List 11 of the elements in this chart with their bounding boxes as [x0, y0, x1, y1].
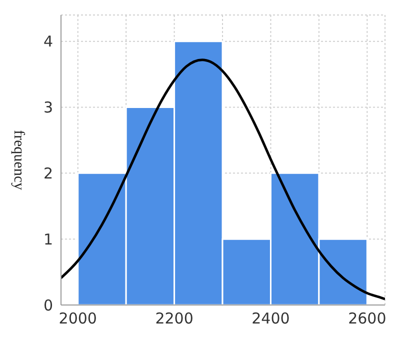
y-tick-label: 4 [43, 32, 53, 51]
y-tick-label: 3 [43, 98, 53, 117]
y-tick-label: 1 [43, 230, 53, 248]
x-tick-label: 2200 [155, 310, 194, 328]
x-tick-label: 2400 [252, 310, 290, 328]
line-series [61, 58, 385, 300]
x-tick-label: 2600 [348, 310, 386, 328]
x-tick-label: 2000 [58, 310, 97, 328]
y-tick-label: 2 [43, 164, 53, 183]
y-axis-title: frequency [10, 130, 27, 190]
y-tick-label: 0 [43, 296, 53, 314]
